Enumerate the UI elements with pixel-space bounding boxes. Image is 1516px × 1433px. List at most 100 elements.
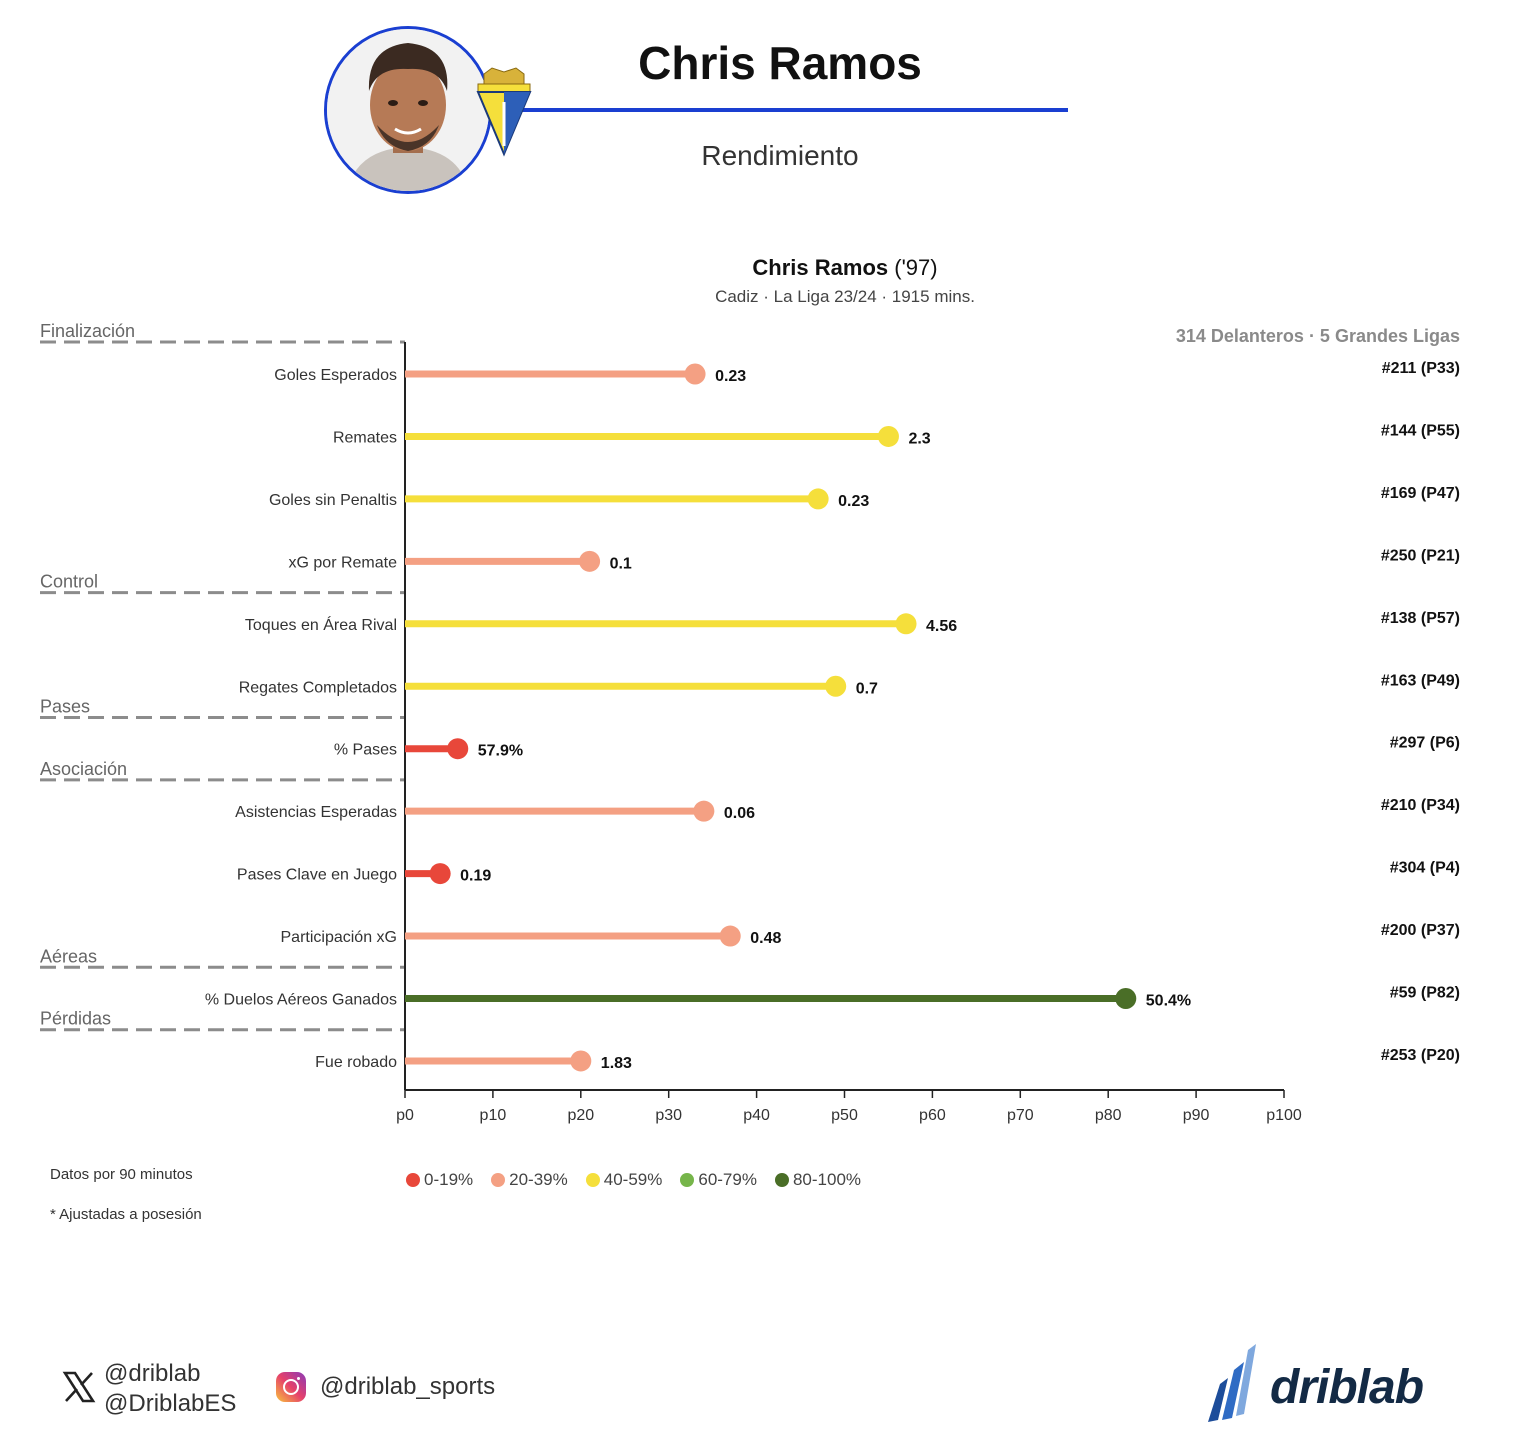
metric-rank: #200 (P37) (1381, 922, 1460, 939)
instagram-icon[interactable] (276, 1372, 306, 1402)
metric-dot (570, 1050, 592, 1072)
section-label: Control (40, 572, 98, 592)
twitter-handle-es[interactable]: @DriblabES (104, 1390, 237, 1417)
legend-label: 0-19% (424, 1170, 474, 1189)
metric-rank: #210 (P34) (1381, 797, 1460, 814)
metric-label: % Pases (334, 742, 397, 759)
metric-label: Toques en Área Rival (245, 615, 397, 634)
legend-label: 20-39% (509, 1170, 568, 1189)
metric-dot (579, 550, 601, 572)
metric-dot (684, 363, 706, 385)
legend-swatch (585, 1173, 600, 1187)
comparison-pool: 314 Delanteros · 5 Grandes Ligas (1175, 326, 1460, 346)
twitter-handle[interactable]: @driblab (104, 1360, 201, 1387)
x-tick-label: p60 (919, 1107, 946, 1124)
metric-value: 0.23 (838, 493, 869, 510)
chart-player-name: Chris Ramos (752, 255, 889, 280)
instagram-handle[interactable]: @driblab_sports (320, 1373, 496, 1400)
metric-rank: #253 (P20) (1381, 1047, 1460, 1064)
note-per90: Datos por 90 minutos (50, 1166, 193, 1183)
metric-value: 0.7 (856, 680, 878, 697)
legend-item: 80-100% (774, 1170, 862, 1190)
section-label: Pérdidas (40, 1009, 111, 1029)
metric-rank: #250 (P21) (1381, 547, 1460, 564)
metric-dot (429, 863, 451, 885)
player-photo (324, 26, 492, 194)
driblab-logo-icon (1200, 1340, 1264, 1424)
section-label: Aéreas (40, 946, 97, 966)
x-twitter-icon[interactable] (62, 1370, 96, 1404)
metric-label: % Duelos Aéreos Ganados (205, 992, 397, 1009)
legend-item: 60-79% (680, 1170, 757, 1190)
metric-value: 50.4% (1146, 993, 1191, 1010)
metric-label: xG por Remate (289, 554, 398, 571)
metric-rank: #211 (P33) (1382, 360, 1460, 377)
metric-label: Participación xG (281, 929, 398, 946)
metric-label: Pases Clave en Juego (237, 867, 397, 884)
metric-value: 1.83 (601, 1055, 632, 1072)
x-tick-label: p20 (567, 1107, 594, 1124)
metric-dot (807, 488, 829, 510)
metric-value: 0.23 (715, 368, 746, 385)
metric-value: 0.19 (460, 868, 491, 885)
x-tick-label: p80 (1095, 1107, 1122, 1124)
section-label: Pases (40, 696, 90, 716)
metric-rank: #304 (P4) (1390, 860, 1460, 877)
metric-value: 0.06 (724, 805, 755, 822)
percentile-chart: Finalización Control Pases Asociación Aéreas… (40, 321, 1460, 1124)
metric-label: Goles Esperados (274, 367, 397, 384)
legend-item: 40-59% (585, 1170, 663, 1190)
metric-value: 2.3 (908, 430, 930, 447)
metric-label: Remates (333, 429, 397, 446)
note-adjusted: * Ajustadas a posesión (50, 1206, 202, 1223)
legend-item: 0-19% (406, 1170, 473, 1190)
metric-rank: #138 (P57) (1381, 610, 1460, 627)
club-crest-icon (474, 66, 534, 158)
legend-swatch (680, 1173, 695, 1187)
legend-label: 60-79% (698, 1170, 757, 1189)
metric-label: Goles sin Penaltis (269, 492, 397, 509)
metric-dot (1115, 988, 1137, 1009)
legend-swatch (491, 1173, 506, 1187)
header-underline (516, 108, 1068, 112)
metric-label: Fue robado (315, 1054, 397, 1071)
metric-value: 4.56 (926, 618, 957, 635)
x-tick-label: p100 (1266, 1107, 1302, 1124)
metric-dot (719, 925, 741, 947)
metric-rank: #297 (P6) (1390, 735, 1460, 752)
legend-swatch (406, 1173, 420, 1187)
metric-dot (877, 425, 899, 447)
chart-subtitle: Cadiz · La Liga 23/24 · 1915 mins. (715, 287, 975, 306)
page-title: Chris Ramos (638, 37, 922, 89)
legend-label: 80-100% (792, 1170, 862, 1189)
metric-label: Asistencias Esperadas (235, 804, 397, 821)
metric-value: 0.48 (750, 930, 781, 947)
x-tick-label: p10 (480, 1107, 507, 1124)
metric-label: Regates Completados (239, 679, 397, 696)
x-tick-label: p30 (655, 1107, 682, 1124)
x-tick-label: p90 (1183, 1107, 1210, 1124)
metric-dot (825, 675, 847, 697)
metric-value: 57.9% (478, 743, 523, 760)
x-tick-label: p70 (1007, 1107, 1034, 1124)
section-label: Finalización (40, 321, 135, 341)
page-subtitle: Rendimiento (701, 140, 859, 171)
x-tick-label: p50 (831, 1107, 858, 1124)
x-tick-label: p0 (396, 1107, 414, 1124)
chart-birth-year: ('97) (894, 255, 938, 280)
metric-rank: #169 (P47) (1381, 485, 1460, 502)
metric-dot (895, 613, 917, 635)
section-label: Asociación (40, 759, 127, 779)
metric-dot (693, 800, 715, 822)
metric-value: 0.1 (610, 555, 632, 572)
x-tick-label: p40 (743, 1107, 770, 1124)
metric-rank: #59 (P82) (1390, 985, 1460, 1002)
metric-dot (447, 738, 469, 760)
metric-rank: #163 (P49) (1381, 672, 1460, 689)
legend-label: 40-59% (603, 1170, 663, 1189)
legend-swatch (774, 1173, 789, 1187)
chart-title: Chris Ramos ('97) (540, 255, 1150, 281)
legend-item: 20-39% (491, 1170, 568, 1190)
metric-rank: #144 (P55) (1381, 422, 1460, 439)
chart-legend: 0-19% 20-39% 40-59% 60-79% 80-100% (406, 1170, 861, 1190)
